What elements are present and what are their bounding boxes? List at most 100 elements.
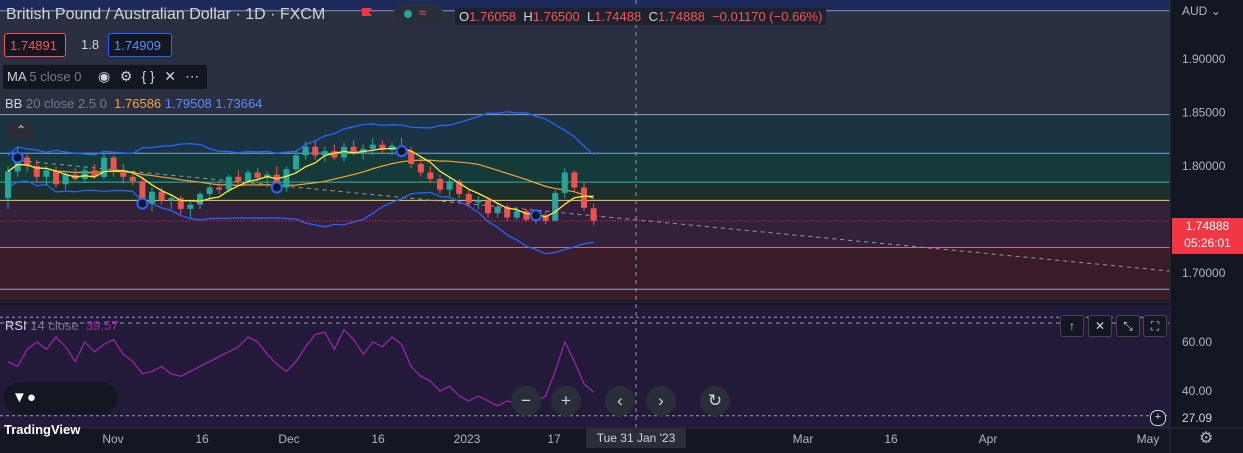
- candle-body: [273, 174, 280, 188]
- candle-body: [456, 181, 463, 194]
- candle-body: [197, 193, 203, 205]
- candle-body: [475, 200, 482, 203]
- reset-chart-button[interactable]: ↻: [700, 386, 730, 416]
- time-tick-label: May: [1137, 432, 1160, 446]
- candle-body: [552, 192, 559, 221]
- gear-icon[interactable]: ⚙: [119, 68, 133, 84]
- candle-body: [312, 146, 319, 156]
- arrow-up-icon: ↑: [1069, 319, 1075, 333]
- price-tick-label: 1.90000: [1182, 52, 1226, 66]
- price-zone: [0, 0, 1170, 11]
- candle-body: [129, 176, 136, 182]
- collapse-legend-button[interactable]: ⌃: [8, 120, 34, 140]
- time-tick-label: 16: [195, 432, 209, 446]
- candle-body: [494, 206, 501, 214]
- close-icon: ✕: [1094, 319, 1106, 333]
- candle-body: [187, 204, 194, 209]
- price-tick-label: 1.80000: [1182, 159, 1226, 173]
- chevron-down-icon: ⌄: [1210, 4, 1221, 18]
- candle-body: [91, 170, 98, 177]
- candle-body: [245, 172, 251, 182]
- ma-label: MA: [7, 69, 26, 84]
- candle-body: [235, 176, 242, 182]
- buy-button[interactable]: 1.74909: [108, 33, 172, 57]
- candle-body: [81, 170, 88, 179]
- eye-icon[interactable]: ◉: [97, 68, 111, 84]
- pane-collapse-button[interactable]: ⤡: [1116, 315, 1140, 337]
- market-status-pill[interactable]: ≈: [393, 4, 443, 24]
- ma-indicator-legend[interactable]: MA 5 close 0 ◉ ⚙ { } ✕ ⋯: [2, 64, 209, 90]
- rsi-label: RSI: [5, 318, 27, 333]
- add-plus-icon[interactable]: +: [1150, 410, 1166, 426]
- rsi-params: 14 close: [30, 318, 79, 333]
- pane-maximize-button[interactable]: ⛶: [1143, 315, 1167, 337]
- time-tick-label: Apr: [979, 432, 998, 446]
- candle-body: [216, 187, 223, 190]
- scroll-right-button[interactable]: ›: [646, 386, 676, 416]
- symbol-title[interactable]: British Pound / Australian Dollar · 1D ·…: [6, 6, 326, 23]
- rsi-line: [7, 328, 594, 407]
- bb-upper-line: [7, 111, 595, 156]
- candle-body: [417, 163, 424, 173]
- candle-body: [110, 157, 117, 172]
- close-icon[interactable]: ✕: [164, 68, 176, 84]
- rsi-tick-label: 60.00: [1182, 335, 1212, 349]
- settings-gear-icon[interactable]: ⚙: [1199, 430, 1214, 447]
- plus-icon: +: [561, 391, 571, 410]
- candle-body: [485, 200, 491, 214]
- price-zone: [0, 200, 1170, 248]
- bb-params: 20 close 2.5 0: [25, 96, 107, 111]
- scroll-left-button[interactable]: ‹: [605, 386, 635, 416]
- price-zone: [0, 10, 1170, 115]
- candle-body: [206, 187, 213, 194]
- candle-body: [254, 172, 261, 178]
- pane-move-up-button[interactable]: ↑: [1060, 315, 1084, 337]
- flag-icon[interactable]: [361, 7, 373, 19]
- tradingview-logo-icon: ▼●: [12, 389, 36, 406]
- rsi-indicator-legend[interactable]: RSI 14 close 39.57: [5, 318, 119, 333]
- candle-body: [139, 181, 146, 204]
- bb-indicator-legend[interactable]: BB 20 close 2.5 0 1.76586 1.79508 1.7366…: [5, 96, 262, 111]
- pane-close-button[interactable]: ✕: [1088, 315, 1112, 337]
- candle-body: [5, 171, 11, 199]
- change-value: −0.01170 (−0.66%): [712, 9, 823, 24]
- candle-body: [62, 174, 69, 185]
- approx-icon: ≈: [419, 5, 427, 20]
- candle-body: [571, 172, 578, 188]
- event-marker-icon: [136, 197, 149, 210]
- time-tick-label: Nov: [102, 432, 123, 446]
- ma-line: [7, 147, 594, 218]
- minus-icon: −: [521, 391, 531, 410]
- tradingview-logo[interactable]: ▼●TradingView: [4, 382, 118, 437]
- candle-body: [331, 151, 338, 158]
- reset-icon: ↻: [707, 391, 723, 410]
- candle-body: [465, 193, 472, 203]
- price-tick-label: 1.70000: [1182, 266, 1226, 280]
- close-value: 1.74888: [657, 9, 705, 24]
- candle-body: [321, 151, 328, 156]
- source-code-icon[interactable]: { }: [141, 68, 155, 84]
- price-tick-label: 1.85000: [1182, 106, 1226, 120]
- chevron-left-icon: ‹: [617, 391, 623, 410]
- more-icon[interactable]: ⋯: [185, 68, 200, 84]
- price-zone: [0, 247, 1170, 290]
- currency-selector[interactable]: AUD ⌄: [1182, 4, 1221, 18]
- ma-params: 5 close 0: [29, 69, 82, 84]
- sell-button[interactable]: 1.74891: [4, 33, 66, 57]
- candle-body: [24, 157, 31, 167]
- bb-basis-value: 1.76586: [114, 96, 162, 111]
- event-marker-icon: [270, 181, 283, 194]
- collapse-icon: ⤡: [1123, 319, 1133, 333]
- zoom-out-button[interactable]: −: [511, 386, 541, 416]
- zoom-in-button[interactable]: +: [551, 386, 581, 416]
- chevron-up-icon: ⌃: [15, 123, 27, 137]
- event-marker-icon: [395, 145, 408, 158]
- candle-body: [542, 215, 549, 221]
- rsi-last-value: 27.09: [1182, 411, 1212, 425]
- bar-countdown: 05:26:01: [1184, 236, 1231, 250]
- chevron-right-icon: ›: [658, 391, 664, 410]
- candle-body: [408, 151, 415, 164]
- candle-body: [437, 178, 443, 190]
- maximize-icon: ⛶: [1150, 319, 1160, 333]
